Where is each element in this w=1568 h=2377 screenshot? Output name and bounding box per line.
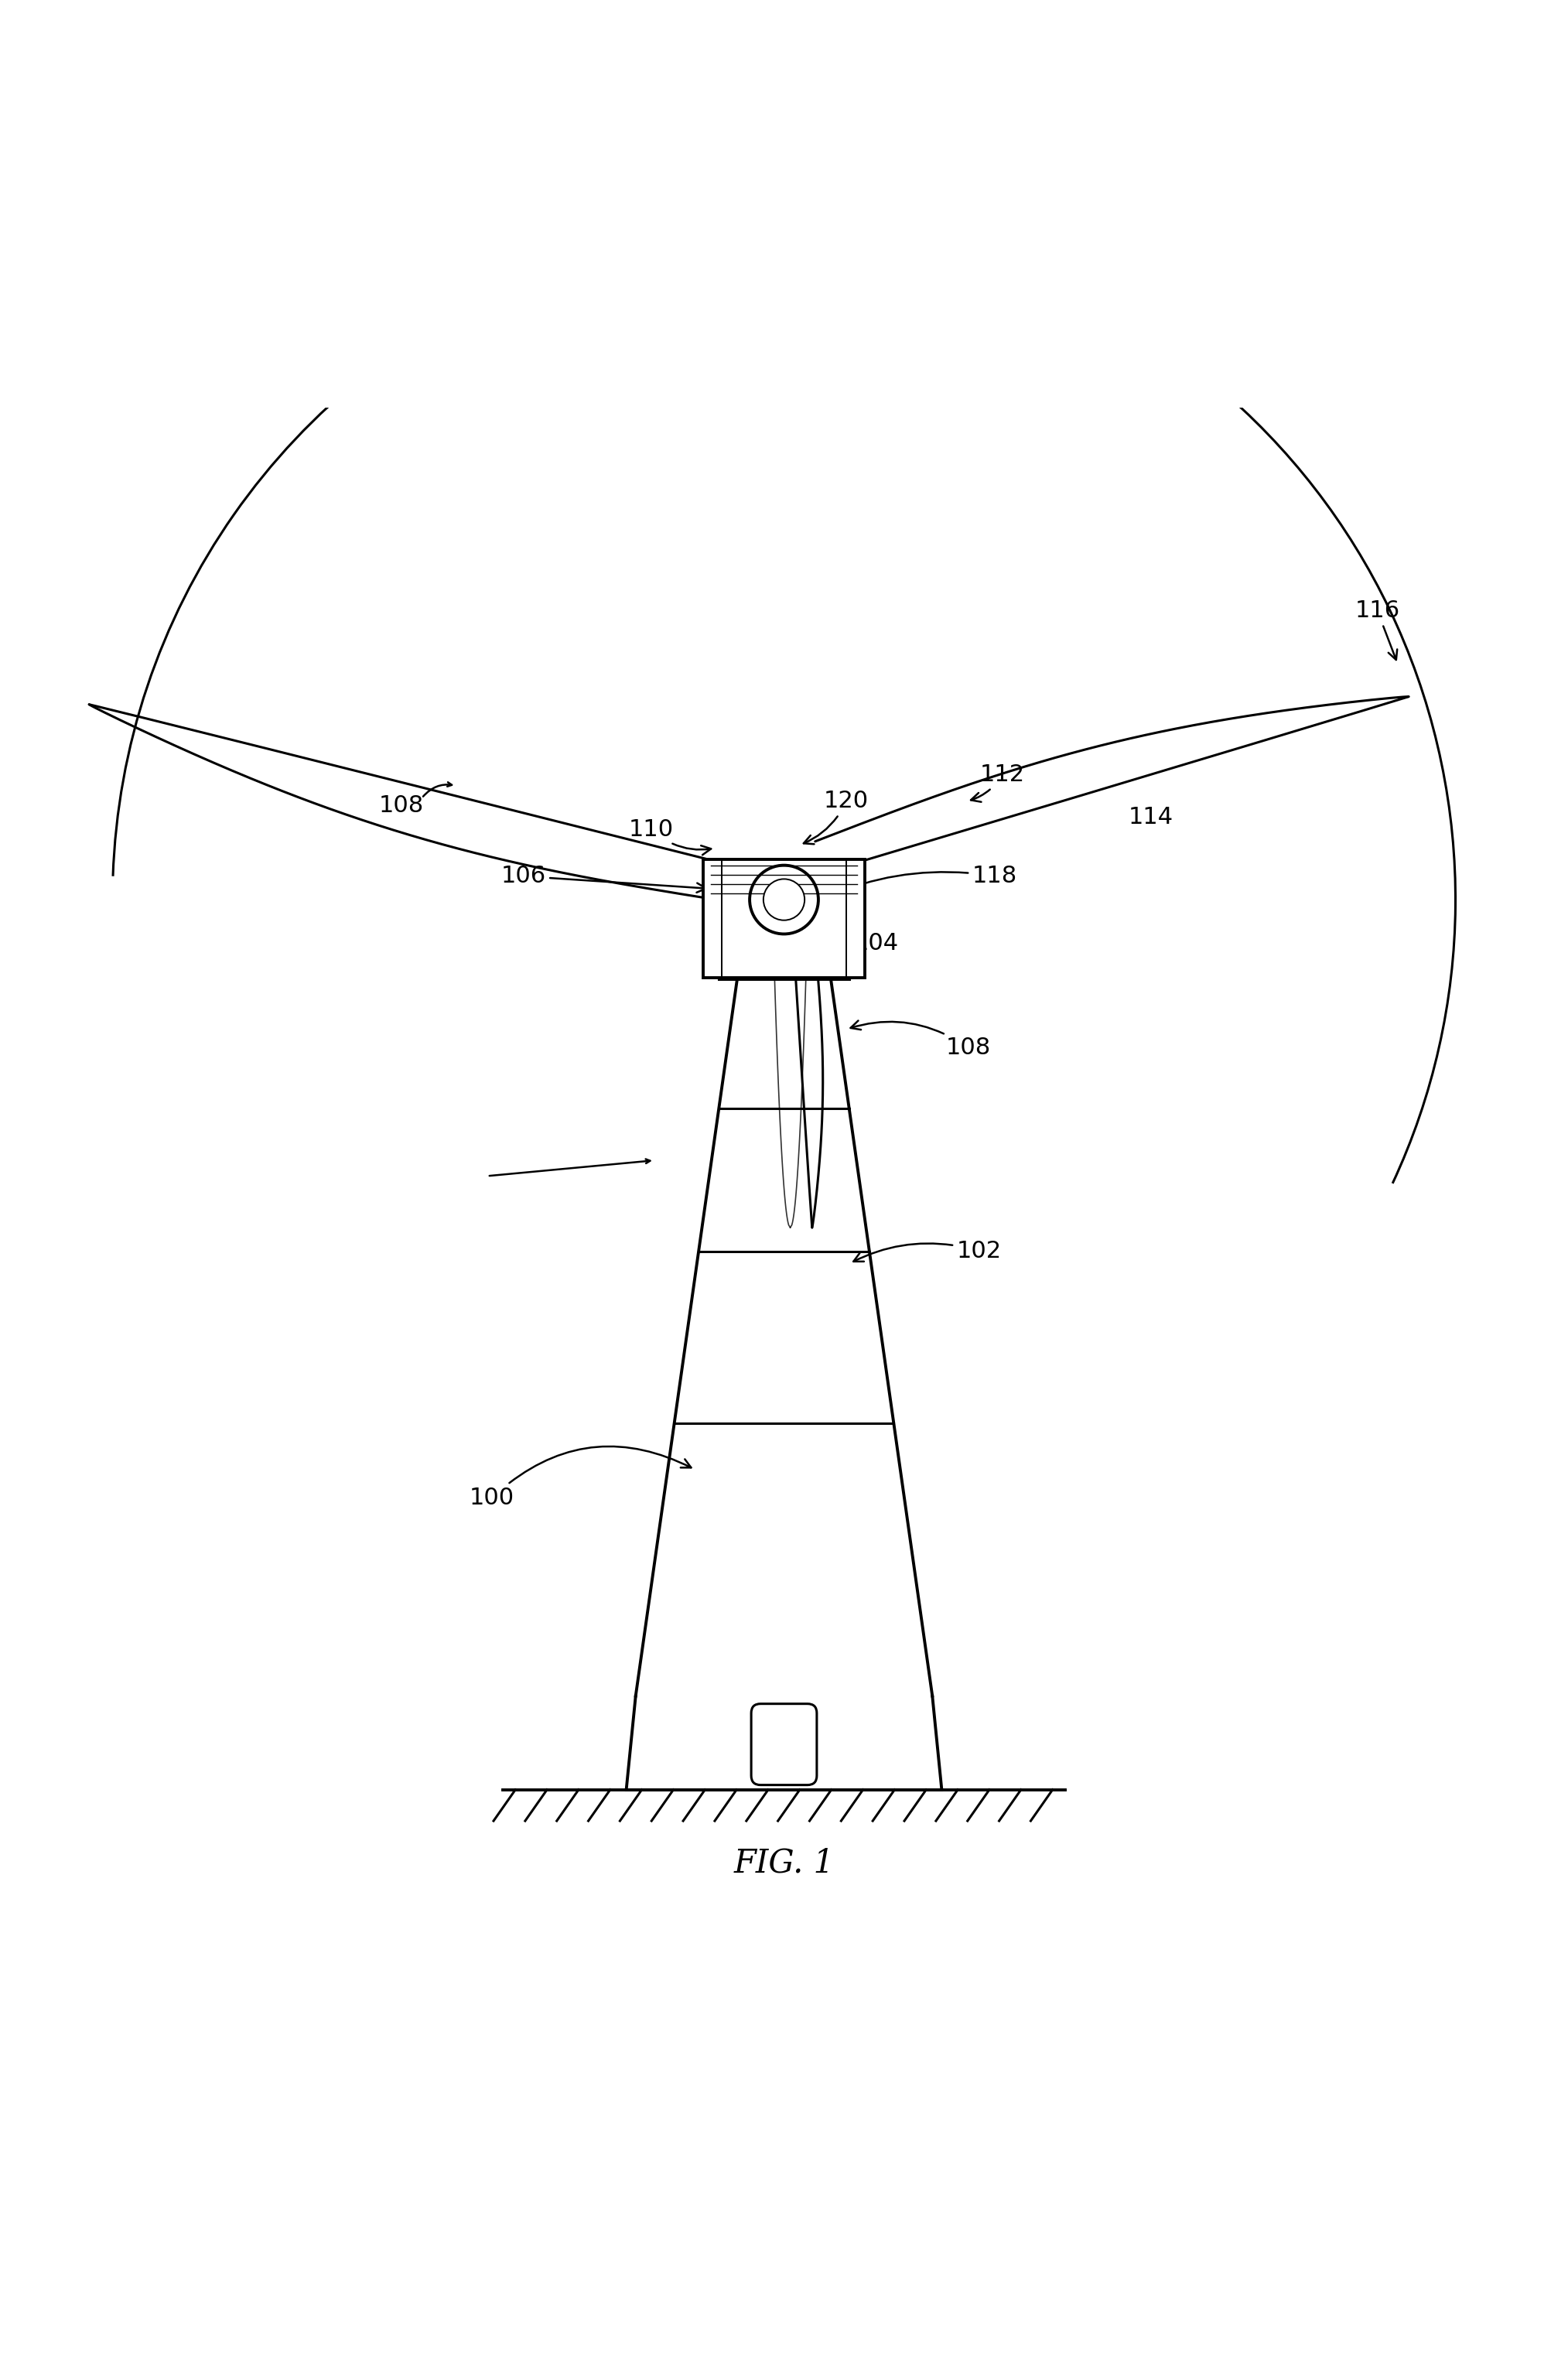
Text: FIG. 1: FIG. 1 xyxy=(734,1847,834,1880)
Text: 108: 108 xyxy=(379,794,423,818)
Text: 102: 102 xyxy=(853,1241,1002,1262)
Text: 106: 106 xyxy=(500,865,706,891)
Text: 112: 112 xyxy=(971,763,1025,801)
Text: 110: 110 xyxy=(629,818,710,856)
Text: 104: 104 xyxy=(815,925,898,956)
Text: 120: 120 xyxy=(804,789,869,844)
Text: 114: 114 xyxy=(1129,806,1173,827)
Text: 118: 118 xyxy=(828,865,1018,896)
Bar xyxy=(702,858,866,977)
Text: 116: 116 xyxy=(1355,599,1400,661)
Circle shape xyxy=(764,879,804,920)
FancyBboxPatch shape xyxy=(751,1704,817,1785)
Text: 100: 100 xyxy=(469,1445,691,1509)
Text: 108: 108 xyxy=(850,1020,991,1060)
